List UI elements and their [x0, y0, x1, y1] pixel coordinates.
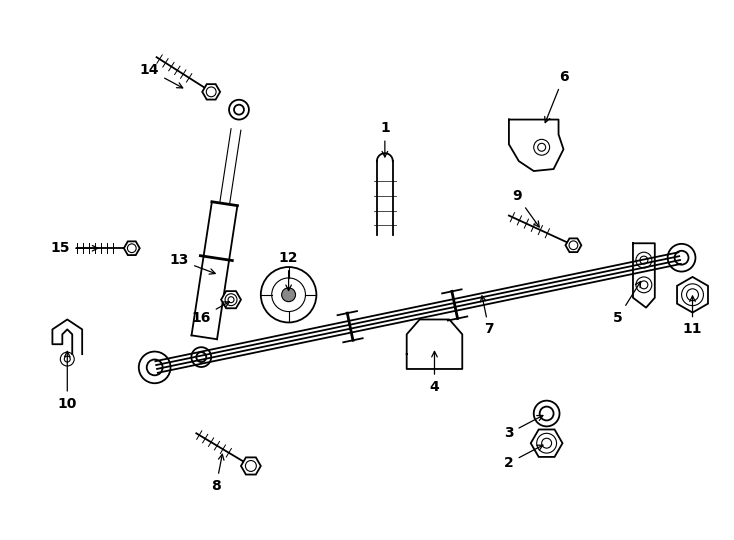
- Text: 3: 3: [504, 415, 543, 440]
- Text: 4: 4: [429, 352, 440, 394]
- Text: 1: 1: [380, 122, 390, 157]
- Text: 2: 2: [504, 445, 543, 470]
- Polygon shape: [241, 457, 261, 475]
- Text: 13: 13: [170, 253, 215, 274]
- Text: 16: 16: [192, 302, 230, 325]
- Text: 10: 10: [57, 352, 77, 410]
- Text: 15: 15: [51, 241, 98, 255]
- Polygon shape: [124, 241, 139, 255]
- Polygon shape: [221, 291, 241, 308]
- Text: 12: 12: [279, 251, 298, 291]
- Text: 11: 11: [683, 296, 702, 336]
- Text: 9: 9: [512, 189, 539, 227]
- Polygon shape: [203, 84, 220, 99]
- Polygon shape: [531, 429, 562, 457]
- Text: 14: 14: [140, 63, 183, 88]
- Text: 6: 6: [545, 70, 568, 123]
- Text: 8: 8: [211, 454, 224, 493]
- Text: 7: 7: [481, 296, 494, 336]
- Polygon shape: [677, 277, 708, 313]
- Text: 5: 5: [613, 281, 641, 325]
- Circle shape: [282, 288, 296, 302]
- Polygon shape: [565, 238, 581, 252]
